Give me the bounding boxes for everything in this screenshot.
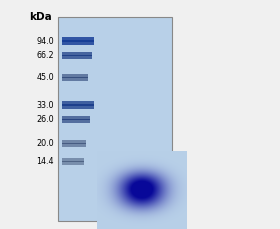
Bar xyxy=(62,143,86,147)
Bar xyxy=(58,18,172,221)
Bar xyxy=(62,77,88,82)
Text: kDa: kDa xyxy=(29,12,51,22)
Text: 14.4: 14.4 xyxy=(36,157,54,166)
Text: 94.0: 94.0 xyxy=(36,37,54,46)
Bar xyxy=(62,41,94,46)
Bar xyxy=(62,116,90,120)
Text: 20.0: 20.0 xyxy=(36,139,54,148)
Bar xyxy=(62,105,94,110)
Bar xyxy=(62,140,86,144)
Bar xyxy=(62,38,94,43)
Bar xyxy=(62,53,92,57)
Text: 45.0: 45.0 xyxy=(36,73,54,82)
Bar xyxy=(62,74,88,79)
Bar xyxy=(62,119,90,123)
Bar xyxy=(62,102,94,107)
Bar xyxy=(62,56,92,60)
Text: 66.2: 66.2 xyxy=(36,51,54,60)
Bar xyxy=(62,158,84,162)
Text: 33.0: 33.0 xyxy=(36,101,54,110)
Bar xyxy=(62,161,84,165)
Text: 26.0: 26.0 xyxy=(36,115,54,124)
